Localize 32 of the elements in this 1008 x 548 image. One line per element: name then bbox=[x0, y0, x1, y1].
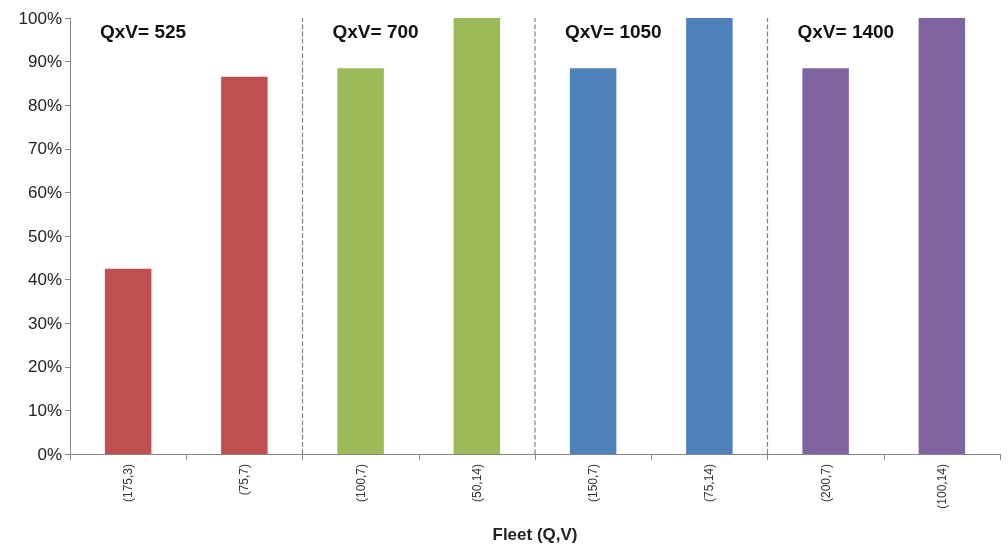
x-tick-label: (200,7) bbox=[818, 464, 833, 503]
x-tick-label: (75,14) bbox=[702, 464, 717, 503]
bar bbox=[453, 18, 501, 454]
y-tick-label: 10% bbox=[27, 400, 62, 420]
y-tick-label: 100% bbox=[18, 8, 62, 28]
bar bbox=[918, 18, 966, 454]
bar bbox=[802, 68, 849, 454]
y-tick-label: 60% bbox=[27, 182, 62, 202]
bar bbox=[569, 68, 617, 454]
x-tick-label: (50,14) bbox=[469, 464, 484, 503]
bar bbox=[221, 76, 268, 454]
bar bbox=[104, 268, 152, 454]
y-tick-label: 0% bbox=[37, 444, 62, 464]
x-tick-label: (75,7) bbox=[237, 464, 252, 496]
x-axis-title: Fleet (Q,V) bbox=[492, 525, 578, 544]
x-tick-label: (100,7) bbox=[353, 464, 368, 503]
y-tick-label: 40% bbox=[27, 270, 62, 290]
annotation: QxV= 1050 bbox=[565, 21, 662, 42]
bar bbox=[337, 68, 384, 454]
annotation: QxV= 1400 bbox=[797, 21, 895, 42]
y-tick-label: 80% bbox=[27, 95, 62, 115]
y-tick-label: 20% bbox=[27, 357, 62, 377]
annotation: QxV= 525 bbox=[100, 21, 187, 42]
x-tick-label: (175,3) bbox=[121, 464, 136, 503]
x-tick-label: (150,7) bbox=[586, 464, 601, 503]
y-tick-label: 30% bbox=[27, 313, 62, 333]
y-tick-label: 50% bbox=[27, 226, 62, 246]
x-tick-label: (100,14) bbox=[934, 464, 949, 509]
y-tick-label: 90% bbox=[27, 52, 62, 72]
annotation: QxV= 700 bbox=[332, 21, 419, 42]
y-tick-label: 70% bbox=[27, 139, 62, 159]
bar bbox=[686, 18, 733, 454]
